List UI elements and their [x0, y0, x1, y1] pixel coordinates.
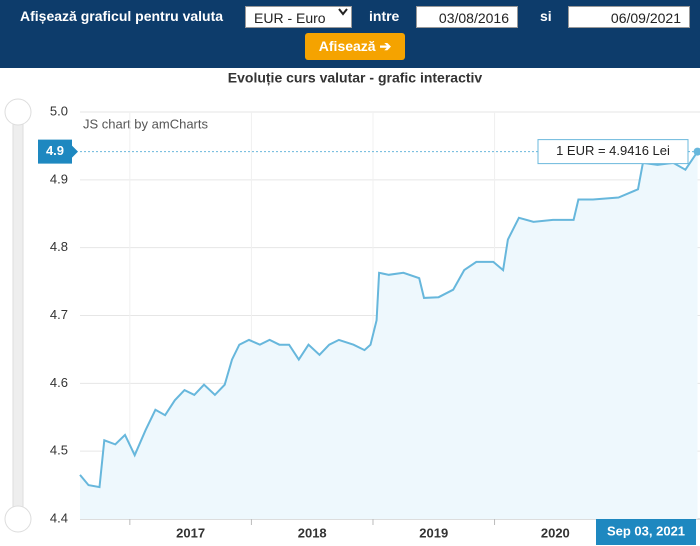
- currency-select[interactable]: EUR - Euro: [245, 6, 352, 28]
- tooltip-box: [537, 139, 689, 165]
- and-label: si: [540, 8, 552, 24]
- scrollbar[interactable]: [12, 111, 24, 520]
- cursor-x-box: [596, 519, 696, 545]
- scroll-handle[interactable]: [4, 505, 32, 533]
- cursor-y-arrow: [72, 145, 78, 158]
- y-tick-label: 4.4: [50, 510, 68, 525]
- cursor-y-label: 4.9: [46, 143, 64, 158]
- y-tick-label: 4.6: [50, 375, 68, 390]
- x-tick-label: 2017: [176, 525, 205, 540]
- show-button[interactable]: Afisează ➔: [305, 33, 405, 60]
- toolbar: Afișează graficul pentru valuta EUR - Eu…: [0, 0, 700, 68]
- y-tick-label: 4.5: [50, 443, 68, 458]
- chart-title: Evoluție curs valutar - grafic interacti…: [228, 70, 483, 86]
- scroll-handle[interactable]: [4, 98, 32, 126]
- y-tick-label: 4.7: [50, 307, 68, 322]
- credit: JS chart by amCharts: [83, 116, 208, 131]
- line: [79, 151, 699, 489]
- cursor-y-box: [38, 139, 72, 164]
- area-fill: [80, 151, 698, 519]
- x-tick-label: 2020: [541, 525, 570, 540]
- cursor-x-label: Sep 03, 2021: [607, 523, 685, 538]
- y-tick-label: 4.9: [50, 171, 68, 186]
- x-tick-label: 2018: [298, 525, 327, 540]
- date-to-input[interactable]: 06/09/2021: [568, 6, 690, 28]
- cursor-dot: [693, 147, 700, 156]
- y-tick-label: 5.0: [50, 103, 68, 118]
- between-label: intre: [369, 8, 400, 24]
- y-tick-label: 4.8: [50, 239, 68, 254]
- date-from-input[interactable]: 03/08/2016: [416, 6, 518, 28]
- tooltip: 1 EUR = 4.9416 Lei: [556, 143, 670, 158]
- x-tick-label: 2019: [419, 525, 448, 540]
- currency-label: Afișează graficul pentru valuta: [20, 8, 224, 24]
